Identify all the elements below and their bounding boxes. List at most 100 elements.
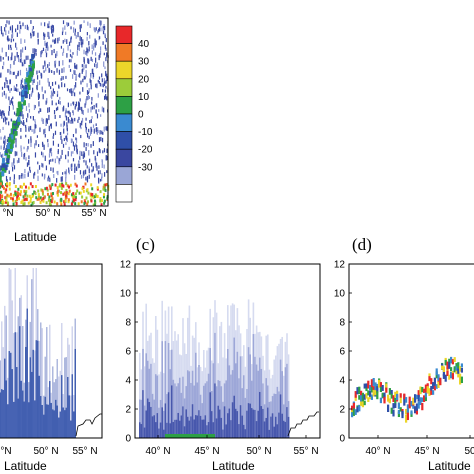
- panel-b-column-core: [74, 348, 76, 438]
- panel-a-cell: [72, 151, 74, 154]
- panel-a-cell: [12, 198, 15, 202]
- panel-d-xtick-label: 45° N: [414, 446, 439, 457]
- panel-a-cell: [70, 26, 72, 30]
- panel-a-cell: [66, 128, 68, 132]
- panel-a-cell: [97, 93, 99, 98]
- panel-a-cell: [104, 89, 106, 93]
- panel-a-cell: [64, 196, 67, 200]
- panel-a-cell: [36, 197, 39, 201]
- panel-a-cell: [11, 166, 14, 172]
- panel-a-cell: [51, 183, 54, 187]
- panel-d-cell: [392, 395, 395, 402]
- panel-b-column-core: [43, 414, 45, 438]
- panel-c-column-mid: [243, 375, 245, 438]
- panel-a-cell: [56, 186, 59, 190]
- panel-a-cell: [92, 124, 95, 128]
- panel-a-cell: [4, 82, 6, 86]
- panel-a-cell: [75, 35, 77, 39]
- panel-a-cell: [7, 85, 10, 91]
- panel-c-column-mid: [151, 393, 154, 438]
- panel-a-cell: [67, 151, 69, 157]
- panel-c-column: [222, 357, 224, 438]
- panel-d-cell: [351, 408, 354, 414]
- panel-a-cell: [20, 58, 22, 61]
- panel-c-column-mid: [225, 380, 227, 438]
- panel-a-cell: [2, 65, 4, 70]
- panel-c-xtick-label: 50° N: [246, 446, 271, 457]
- panel-a-cell: [27, 172, 29, 177]
- panel-a-cell: [66, 39, 68, 45]
- panel-a-cell: [102, 150, 104, 154]
- panel-a-cell: [88, 168, 90, 174]
- panel-a-cell: [8, 183, 11, 187]
- panel-a-cell: [86, 178, 89, 183]
- panel-b-column-core: [7, 404, 9, 438]
- panel-a-cell: [89, 23, 91, 28]
- panel-a-cell: [101, 106, 103, 112]
- panel-c-column-core: [180, 415, 183, 438]
- panel-a-cell: [58, 37, 60, 41]
- panel-a-cell: [81, 151, 83, 156]
- panel-a-cell: [97, 129, 99, 133]
- panel-a-cell: [86, 200, 89, 204]
- panel-c-column-core: [199, 415, 202, 438]
- panel-a-cell: [7, 144, 11, 150]
- panel-a-cell: [40, 72, 42, 76]
- panel-a-cell: [20, 145, 22, 149]
- panel-a-cell: [19, 91, 21, 96]
- panel-a-cell: [37, 161, 39, 165]
- panel-a-cell: [94, 52, 97, 56]
- panel-b-column: [46, 327, 48, 438]
- panel-a-cell: [62, 27, 64, 33]
- panel-d-ytick-label: 6: [339, 347, 345, 358]
- panel-a-cell: [26, 197, 29, 201]
- panel-c-column-core: [195, 415, 197, 438]
- panel-a-cell: [6, 20, 8, 24]
- panel-a-cell: [17, 24, 19, 30]
- panel-d-cell: [412, 404, 415, 409]
- panel-a-cell: [37, 81, 39, 86]
- panel-a-cell: [74, 117, 76, 122]
- panel-a-cell: [75, 65, 77, 69]
- panel-a-cell: [30, 116, 32, 119]
- panel-a-cell: [72, 192, 75, 196]
- panel-a-cell: [96, 162, 98, 167]
- panel-c-column: [166, 333, 168, 438]
- panel-a-cell: [52, 28, 54, 33]
- panel-a-cell: [67, 200, 70, 204]
- panel-a-cell: [68, 59, 71, 63]
- panel-a-cell: [47, 107, 49, 113]
- panel-a-cell: [77, 202, 80, 206]
- panel-c-surface-cell: [167, 434, 169, 438]
- panel-a-cell: [58, 184, 61, 188]
- panel-a-cell: [105, 93, 107, 100]
- panel-a-cell: [28, 75, 32, 81]
- panel-a-cell: [8, 194, 11, 198]
- panel-a-cell: [78, 191, 81, 195]
- panel-a-cell: [94, 42, 96, 48]
- panel-a-cell: [86, 83, 88, 88]
- panel-a-cell: [72, 112, 74, 116]
- panel-b-column: [52, 366, 54, 438]
- panel-a-cell: [89, 194, 92, 198]
- panel-a-cell: [98, 55, 100, 61]
- panel-a-cell: [10, 71, 12, 75]
- panel-a-cell: [100, 136, 102, 142]
- panel-a-cell: [94, 155, 96, 161]
- panel-c-column-mid: [175, 386, 178, 438]
- panel-a-cell: [17, 187, 20, 191]
- panel-b-column-core: [4, 358, 6, 438]
- panel-a-cell: [8, 105, 10, 112]
- panel-c-column-core: [284, 421, 287, 438]
- panel-a-cell: [32, 48, 34, 54]
- panel-c-column-core: [249, 403, 251, 438]
- panel-b-column: [70, 395, 72, 438]
- panel-c-column-core: [139, 422, 141, 438]
- panel-a-cell: [47, 198, 50, 202]
- panel-a-cell: [106, 126, 108, 132]
- panel-a-cell: [39, 196, 42, 200]
- panel-a-cell: [56, 155, 58, 159]
- panel-d-cell: [410, 400, 413, 407]
- panel-a-cell: [8, 111, 10, 116]
- panel-a-cell: [61, 149, 63, 155]
